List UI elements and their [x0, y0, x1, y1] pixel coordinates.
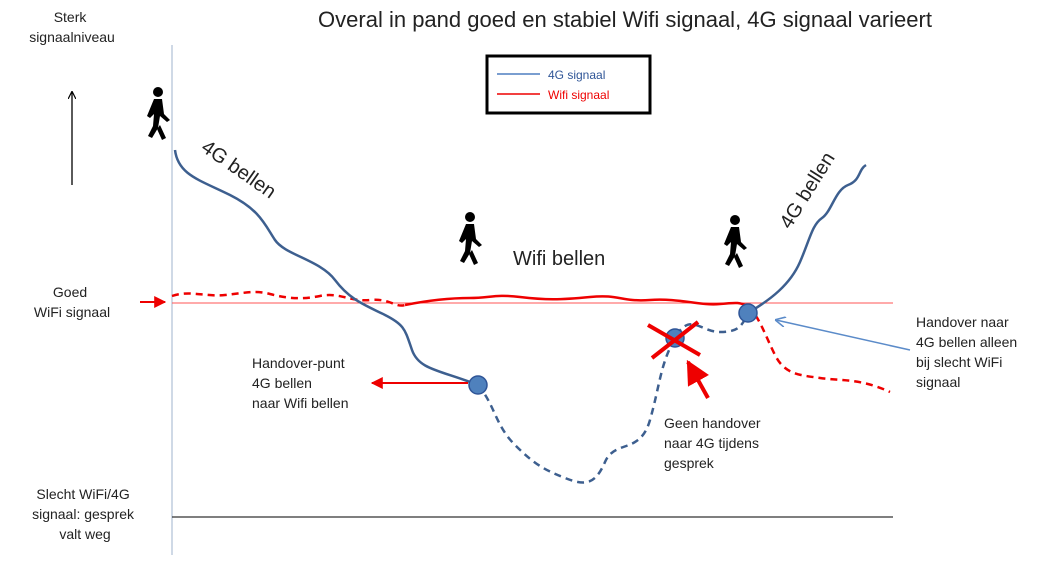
walker-icon	[147, 87, 170, 140]
text-line: bij slecht WiFi	[916, 354, 1002, 370]
text-line: Geen handover	[664, 415, 761, 431]
walker-icon	[724, 215, 747, 268]
text-line: 4G bellen alleen	[916, 334, 1017, 350]
text-line: valt weg	[59, 526, 110, 542]
label-4g: 4G bellen	[197, 136, 280, 203]
4g-signal	[173, 149, 479, 387]
label-no-handover: Geen handover naar 4G tijdens gesprek	[664, 415, 764, 471]
legend-entry: 4G signaal	[548, 68, 605, 82]
text-line: WiFi signaal	[34, 304, 110, 320]
text-line: Goed	[53, 284, 87, 300]
y-axis-label: Sterk signaalniveau	[29, 9, 115, 45]
text-line: signaal: gesprek	[32, 506, 135, 522]
text-line: Handover naar	[916, 314, 1009, 330]
4g-signal	[747, 163, 867, 315]
wifi-signal	[747, 305, 891, 394]
wifi-signal	[171, 290, 406, 307]
walker-icon	[459, 212, 482, 265]
text-line: gesprek	[664, 455, 715, 471]
text-line: signaalniveau	[29, 29, 115, 45]
title: Overal in pand goed en stabiel Wifi sign…	[318, 7, 932, 32]
label-handover-point: Handover-punt 4G bellen naar Wifi bellen	[252, 355, 349, 411]
text-line: Slecht WiFi/4G	[36, 486, 129, 502]
text-line: 4G bellen	[252, 375, 312, 391]
label-wifi: Wifi bellen	[513, 248, 605, 270]
handover-point	[738, 303, 758, 323]
text-line: naar 4G tijdens	[664, 435, 759, 451]
wifi-signal	[404, 294, 749, 308]
text-line: Handover-punt	[252, 355, 345, 371]
handover-point	[468, 375, 488, 395]
text-line: naar Wifi bellen	[252, 395, 349, 411]
legend-entry: Wifi signaal	[548, 88, 609, 102]
4g-signal	[477, 312, 750, 484]
legend-box	[485, 54, 652, 115]
text-line: Sterk	[54, 9, 88, 25]
cross	[647, 320, 701, 360]
arrow	[686, 359, 710, 399]
text-line: signaal	[916, 374, 960, 390]
arrow	[776, 320, 911, 351]
label-4g: 4G bellen	[776, 148, 840, 232]
label-good-wifi: Goed WiFi signaal	[34, 284, 110, 320]
label-handover-4g: Handover naar 4G bellen alleen bij slech…	[916, 314, 1021, 390]
label-bad-signal: Slecht WiFi/4G signaal: gesprek valt weg	[32, 486, 138, 542]
